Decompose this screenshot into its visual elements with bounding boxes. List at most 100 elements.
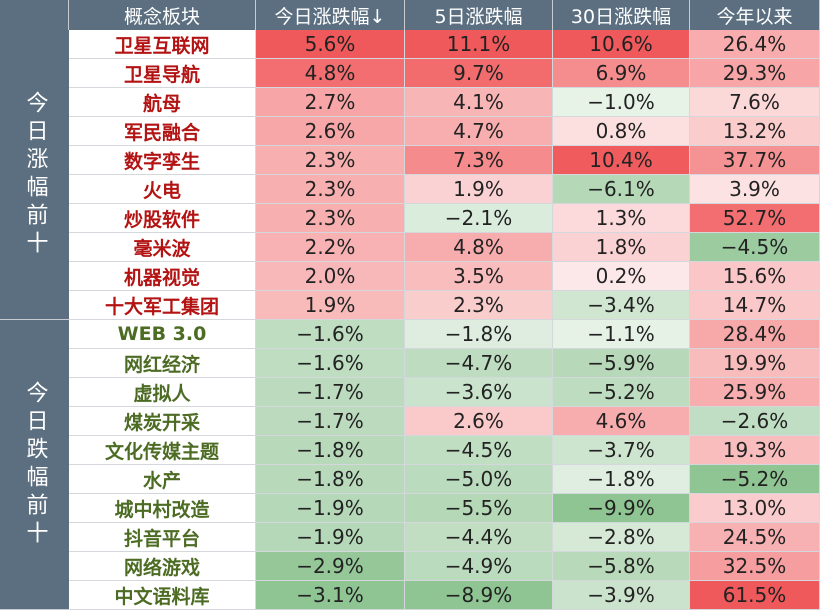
value-cell-col2: −4.5% <box>405 436 553 465</box>
sector-name[interactable]: WEB 3.0 <box>69 320 256 349</box>
value-cell-col4: 28.4% <box>690 320 820 349</box>
value-cell-col4: 61.5% <box>690 581 820 610</box>
sector-name[interactable]: 卫星导航 <box>69 59 256 88</box>
value-cell-col2: −1.8% <box>405 320 553 349</box>
value-cell-col3: −5.9% <box>553 349 690 378</box>
sector-name[interactable]: 水产 <box>69 465 256 494</box>
value-cell-col1: −1.8% <box>256 465 405 494</box>
table-row[interactable]: 城中村改造 −1.9% −5.5% −9.9% 13.0% <box>69 494 820 523</box>
value-cell-col1: 4.8% <box>256 59 405 88</box>
value-cell-col1: 2.3% <box>256 175 405 204</box>
value-cell-col3: −1.8% <box>553 465 690 494</box>
table-row[interactable]: 水产 −1.8% −5.0% −1.8% −5.2% <box>69 465 820 494</box>
value-cell-col3: −5.8% <box>553 552 690 581</box>
sector-name[interactable]: 炒股软件 <box>69 204 256 233</box>
value-cell-col4: 26.4% <box>690 30 820 59</box>
group-label-up: 今日涨幅前十 <box>0 30 69 320</box>
table-row[interactable]: 卫星互联网 5.6% 11.1% 10.6% 26.4% <box>69 30 820 59</box>
sector-name[interactable]: 航母 <box>69 88 256 117</box>
value-cell-col3: 10.6% <box>553 30 690 59</box>
table-row[interactable]: 虚拟人 −1.7% −3.6% −5.2% 25.9% <box>69 378 820 407</box>
value-cell-col4: 24.5% <box>690 523 820 552</box>
column-header-4[interactable]: 今年以来 <box>690 0 820 30</box>
sector-name[interactable]: 抖音平台 <box>69 523 256 552</box>
value-cell-col1: −1.6% <box>256 349 405 378</box>
value-cell-col1: 2.7% <box>256 88 405 117</box>
table-row[interactable]: 文化传媒主题 −1.8% −4.5% −3.7% 19.3% <box>69 436 820 465</box>
table-row[interactable]: 卫星导航 4.8% 9.7% 6.9% 29.3% <box>69 59 820 88</box>
table-row[interactable]: 火电 2.3% 1.9% −6.1% 3.9% <box>69 175 820 204</box>
table-row[interactable]: 网络游戏 −2.9% −4.9% −5.8% 32.5% <box>69 552 820 581</box>
value-cell-col4: −2.6% <box>690 407 820 436</box>
value-cell-col3: 0.8% <box>553 117 690 146</box>
table-row[interactable]: 数字孪生 2.3% 7.3% 10.4% 37.7% <box>69 146 820 175</box>
sector-name[interactable]: 毫米波 <box>69 233 256 262</box>
table-row[interactable]: 毫米波 2.2% 4.8% 1.8% −4.5% <box>69 233 820 262</box>
value-cell-col4: 37.7% <box>690 146 820 175</box>
table-row[interactable]: 十大军工集团 1.9% 2.3% −3.4% 14.7% <box>69 291 820 320</box>
sector-name[interactable]: 机器视觉 <box>69 262 256 291</box>
value-cell-col2: 2.6% <box>405 407 553 436</box>
column-header-0[interactable]: 概念板块 <box>69 0 256 30</box>
sector-name[interactable]: 文化传媒主题 <box>69 436 256 465</box>
value-cell-col3: −1.1% <box>553 320 690 349</box>
value-cell-col1: −1.9% <box>256 523 405 552</box>
value-cell-col2: 1.9% <box>405 175 553 204</box>
value-cell-col4: 7.6% <box>690 88 820 117</box>
value-cell-col2: −3.6% <box>405 378 553 407</box>
value-cell-col3: −6.1% <box>553 175 690 204</box>
value-cell-col4: 25.9% <box>690 378 820 407</box>
sector-name[interactable]: 煤炭开采 <box>69 407 256 436</box>
table-row[interactable]: 中文语料库 −3.1% −8.9% −3.9% 61.5% <box>69 581 820 610</box>
value-cell-col1: −1.7% <box>256 378 405 407</box>
value-cell-col2: −4.7% <box>405 349 553 378</box>
value-cell-col3: −3.4% <box>553 291 690 320</box>
value-cell-col2: 7.3% <box>405 146 553 175</box>
sector-name[interactable]: 城中村改造 <box>69 494 256 523</box>
value-cell-col2: 11.1% <box>405 30 553 59</box>
value-cell-col3: 1.8% <box>553 233 690 262</box>
sector-name[interactable]: 中文语料库 <box>69 581 256 610</box>
value-cell-col3: −1.0% <box>553 88 690 117</box>
value-cell-col4: 3.9% <box>690 175 820 204</box>
table-row[interactable]: 网红经济 −1.6% −4.7% −5.9% 19.9% <box>69 349 820 378</box>
table-row[interactable]: 航母 2.7% 4.1% −1.0% 7.6% <box>69 88 820 117</box>
value-cell-col1: −3.1% <box>256 581 405 610</box>
sector-name[interactable]: 数字孪生 <box>69 146 256 175</box>
value-cell-col1: 2.6% <box>256 117 405 146</box>
sector-name[interactable]: 十大军工集团 <box>69 291 256 320</box>
value-cell-col3: −3.7% <box>553 436 690 465</box>
sector-name[interactable]: 卫星互联网 <box>69 30 256 59</box>
sector-name[interactable]: 网红经济 <box>69 349 256 378</box>
column-header-2[interactable]: 5日涨跌幅 <box>405 0 553 30</box>
table-row[interactable]: 机器视觉 2.0% 3.5% 0.2% 15.6% <box>69 262 820 291</box>
value-cell-col4: 19.9% <box>690 349 820 378</box>
value-cell-col3: 0.2% <box>553 262 690 291</box>
value-cell-col4: 52.7% <box>690 204 820 233</box>
value-cell-col2: 9.7% <box>405 59 553 88</box>
sector-name[interactable]: 虚拟人 <box>69 378 256 407</box>
sector-name[interactable]: 军民融合 <box>69 117 256 146</box>
group-label-text: 今日跌幅前十 <box>22 380 48 549</box>
value-cell-col2: 4.8% <box>405 233 553 262</box>
table-row[interactable]: 抖音平台 −1.9% −4.4% −2.8% 24.5% <box>69 523 820 552</box>
table-row[interactable]: WEB 3.0 −1.6% −1.8% −1.1% 28.4% <box>69 320 820 349</box>
sector-name[interactable]: 火电 <box>69 175 256 204</box>
table-row[interactable]: 炒股软件 2.3% −2.1% 1.3% 52.7% <box>69 204 820 233</box>
table-row[interactable]: 煤炭开采 −1.7% 2.6% 4.6% −2.6% <box>69 407 820 436</box>
value-cell-col1: 2.3% <box>256 204 405 233</box>
value-cell-col2: 4.1% <box>405 88 553 117</box>
value-cell-col4: 29.3% <box>690 59 820 88</box>
column-header-3[interactable]: 30日涨跌幅 <box>553 0 690 30</box>
column-header-1[interactable]: 今日涨跌幅↓ <box>256 0 405 30</box>
sector-name[interactable]: 网络游戏 <box>69 552 256 581</box>
value-cell-col2: −5.5% <box>405 494 553 523</box>
table-row[interactable]: 军民融合 2.6% 4.7% 0.8% 13.2% <box>69 117 820 146</box>
value-cell-col2: −4.4% <box>405 523 553 552</box>
value-cell-col4: 14.7% <box>690 291 820 320</box>
value-cell-col2: −2.1% <box>405 204 553 233</box>
value-cell-col1: 2.3% <box>256 146 405 175</box>
value-cell-col1: −2.9% <box>256 552 405 581</box>
value-cell-col1: −1.9% <box>256 494 405 523</box>
